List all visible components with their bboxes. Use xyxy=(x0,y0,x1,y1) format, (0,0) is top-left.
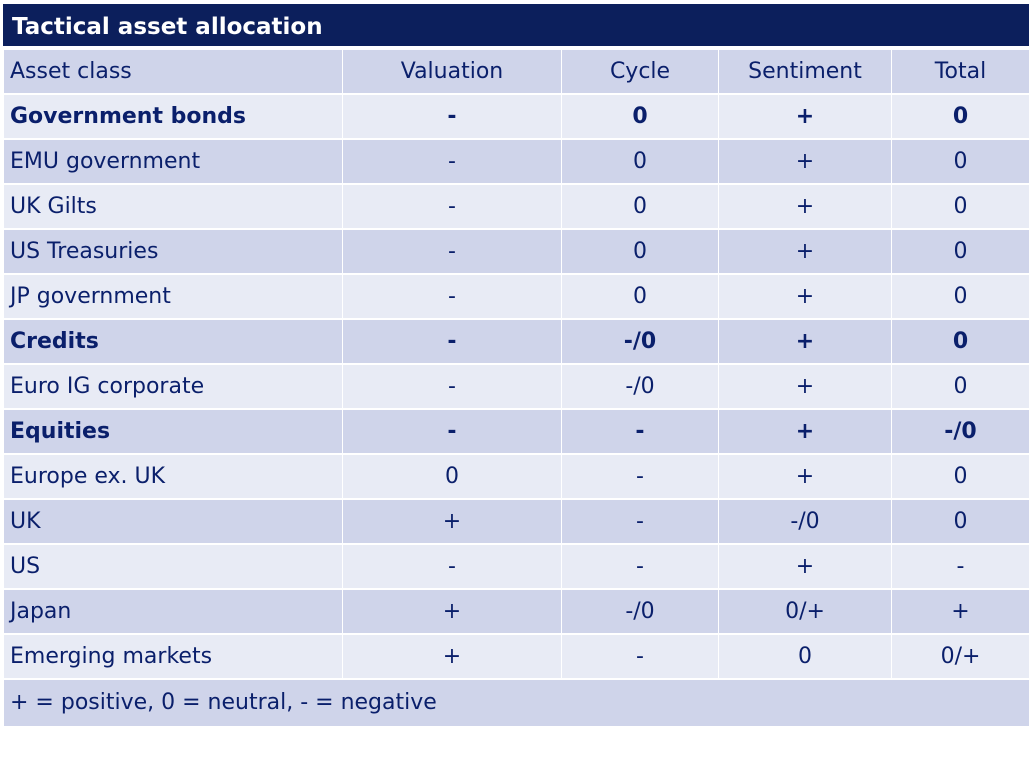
allocation-table: Asset class Valuation Cycle Sentiment To… xyxy=(3,48,1030,727)
table-title: Tactical asset allocation xyxy=(3,4,1029,48)
asset-class-cell: Government bonds xyxy=(3,93,343,140)
cycle-cell: -/0 xyxy=(561,318,719,365)
column-header-asset-class: Asset class xyxy=(3,48,343,95)
sentiment-cell: 0 xyxy=(718,633,892,680)
total-cell: - xyxy=(891,543,1030,590)
sentiment-cell: + xyxy=(718,408,892,455)
table-row: Credits - -/0 +0 xyxy=(3,318,1030,365)
cycle-cell: - xyxy=(561,408,719,455)
table-row: Europe ex. UK 0- +0 xyxy=(3,453,1030,500)
valuation-cell: - xyxy=(342,93,562,140)
sentiment-cell: + xyxy=(718,453,892,500)
cycle-cell: - xyxy=(561,543,719,590)
valuation-cell: + xyxy=(342,498,562,545)
table-row: UK + - -/0 0 xyxy=(3,498,1030,545)
cycle-cell: 0 xyxy=(561,183,719,230)
total-cell: 0 xyxy=(891,318,1030,365)
cycle-cell: 0 xyxy=(561,228,719,275)
asset-class-cell: US xyxy=(3,543,343,590)
total-cell: 0 xyxy=(891,183,1030,230)
valuation-cell: - xyxy=(342,543,562,590)
header-row: Asset class Valuation Cycle Sentiment To… xyxy=(3,48,1030,95)
column-header-cycle: Cycle xyxy=(561,48,719,95)
sentiment-cell: 0/+ xyxy=(718,588,892,635)
valuation-cell: 0 xyxy=(342,453,562,500)
cycle-cell: - xyxy=(561,498,719,545)
total-cell: -/0 xyxy=(891,408,1030,455)
asset-class-cell: UK Gilts xyxy=(3,183,343,230)
total-cell: 0/+ xyxy=(891,633,1030,680)
sentiment-cell: + xyxy=(718,318,892,365)
legend-row: + = positive, 0 = neutral, - = negative xyxy=(3,678,1030,727)
asset-class-cell: US Treasuries xyxy=(3,228,343,275)
asset-class-cell: Euro IG corporate xyxy=(3,363,343,410)
sentiment-cell: + xyxy=(718,93,892,140)
total-cell: 0 xyxy=(891,138,1030,185)
column-header-valuation: Valuation xyxy=(342,48,562,95)
valuation-cell: - xyxy=(342,273,562,320)
total-cell: 0 xyxy=(891,498,1030,545)
asset-class-cell: EMU government xyxy=(3,138,343,185)
asset-class-cell: Europe ex. UK xyxy=(3,453,343,500)
valuation-cell: + xyxy=(342,588,562,635)
cycle-cell: 0 xyxy=(561,93,719,140)
asset-class-cell: Emerging markets xyxy=(3,633,343,680)
sentiment-cell: + xyxy=(718,273,892,320)
total-cell: 0 xyxy=(891,93,1030,140)
valuation-cell: - xyxy=(342,138,562,185)
table-row: Japan + -/0 0/+ + xyxy=(3,588,1030,635)
sentiment-cell: + xyxy=(718,363,892,410)
total-cell: + xyxy=(891,588,1030,635)
asset-class-cell: Equities xyxy=(3,408,343,455)
asset-class-cell: UK xyxy=(3,498,343,545)
sentiment-cell: -/0 xyxy=(718,498,892,545)
sentiment-cell: + xyxy=(718,543,892,590)
table-row: UK Gilts -0 +0 xyxy=(3,183,1030,230)
cycle-cell: -/0 xyxy=(561,363,719,410)
total-cell: 0 xyxy=(891,453,1030,500)
legend-text: + = positive, 0 = neutral, - = negative xyxy=(3,678,1030,727)
sentiment-cell: + xyxy=(718,138,892,185)
table-row: Government bonds -0 +0 xyxy=(3,93,1030,140)
cycle-cell: -/0 xyxy=(561,588,719,635)
column-header-sentiment: Sentiment xyxy=(718,48,892,95)
sentiment-cell: + xyxy=(718,183,892,230)
valuation-cell: - xyxy=(342,408,562,455)
asset-class-cell: Credits xyxy=(3,318,343,365)
total-cell: 0 xyxy=(891,363,1030,410)
table-row: Euro IG corporate - -/0 +0 xyxy=(3,363,1030,410)
table-row: US - - + - xyxy=(3,543,1030,590)
table-row: EMU government -0 +0 xyxy=(3,138,1030,185)
cycle-cell: 0 xyxy=(561,273,719,320)
table-row: JP government -0 +0 xyxy=(3,273,1030,320)
asset-class-cell: Japan xyxy=(3,588,343,635)
total-cell: 0 xyxy=(891,273,1030,320)
table-row: US Treasuries -0 +0 xyxy=(3,228,1030,275)
valuation-cell: + xyxy=(342,633,562,680)
sentiment-cell: + xyxy=(718,228,892,275)
cycle-cell: - xyxy=(561,633,719,680)
valuation-cell: - xyxy=(342,363,562,410)
valuation-cell: - xyxy=(342,183,562,230)
column-header-total: Total xyxy=(891,48,1030,95)
asset-class-cell: JP government xyxy=(3,273,343,320)
table-row: Equities - - + -/0 xyxy=(3,408,1030,455)
total-cell: 0 xyxy=(891,228,1030,275)
cycle-cell: 0 xyxy=(561,138,719,185)
allocation-panel: Tactical asset allocation Asset class Va… xyxy=(3,4,1030,727)
cycle-cell: - xyxy=(561,453,719,500)
table-row: Emerging markets + -0 0/+ xyxy=(3,633,1030,680)
valuation-cell: - xyxy=(342,318,562,365)
valuation-cell: - xyxy=(342,228,562,275)
